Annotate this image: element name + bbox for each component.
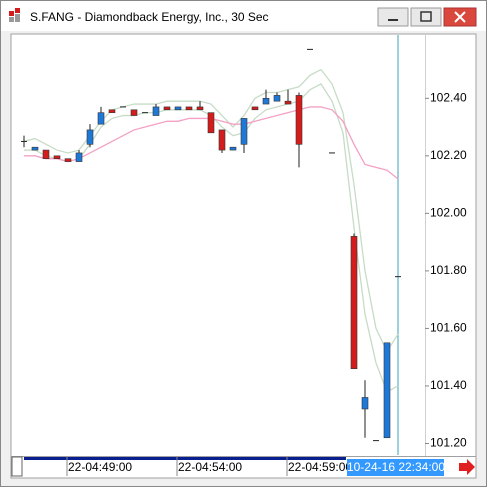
y-tick-label: 102.20 — [430, 148, 467, 162]
candle-body — [130, 109, 138, 116]
candle-body — [108, 109, 116, 113]
y-tick-label: 101.20 — [430, 436, 467, 450]
candle-body — [75, 152, 83, 162]
candle-body — [152, 106, 160, 116]
y-tick-label: 101.80 — [430, 263, 467, 277]
candle-body — [350, 236, 358, 369]
candle-body — [64, 158, 72, 162]
scroll-right-arrow[interactable] — [459, 459, 475, 475]
candle-body — [229, 146, 237, 151]
candle-body — [53, 155, 61, 159]
candle-body — [163, 106, 171, 111]
indicator-line — [23, 68, 399, 353]
candle-body — [31, 146, 39, 151]
candle-body — [295, 95, 303, 145]
candle-body — [218, 129, 226, 151]
candle-body — [196, 106, 204, 111]
candle-body — [174, 106, 182, 111]
y-tick-label: 101.60 — [430, 321, 467, 335]
x-tick-label: 10-24-16 22:34:00 — [347, 460, 445, 474]
maximize-button[interactable] — [410, 7, 442, 27]
candle-body — [262, 97, 270, 105]
candle-body — [251, 106, 259, 111]
candle-body — [273, 95, 281, 102]
candle-body — [86, 129, 94, 145]
app-icon — [9, 8, 20, 22]
candle-body — [185, 106, 193, 111]
candle-body — [42, 149, 50, 159]
x-tick-label: 22-04:49:00 — [68, 460, 132, 474]
scroll-track[interactable] — [24, 457, 346, 460]
x-tick-label: 22-04:54:00 — [178, 460, 242, 474]
candle-body — [207, 112, 215, 134]
plot: 101.20 101.40 101.60 101.80 102.00 102.20 102.… — [21, 35, 467, 476]
window-title: S.FANG - Diamondback Energy, Inc., 30 Se… — [30, 10, 269, 24]
candle-body — [97, 112, 105, 125]
y-tick-label: 102.00 — [430, 206, 467, 220]
minimize-button[interactable] — [377, 7, 409, 27]
y-tick-label: 101.40 — [430, 378, 467, 392]
close-button[interactable] — [443, 7, 477, 27]
scroll-thumb[interactable] — [11, 456, 23, 477]
candle-body — [383, 342, 391, 439]
candle-body — [240, 118, 248, 145]
chart-frame — [10, 33, 477, 479]
current-time-highlight — [347, 459, 444, 476]
y-tick-label: 102.40 — [430, 90, 467, 104]
candle-body — [361, 397, 369, 410]
x-tick-label: 22-04:59:00 — [288, 460, 352, 474]
candle-body — [284, 100, 292, 105]
